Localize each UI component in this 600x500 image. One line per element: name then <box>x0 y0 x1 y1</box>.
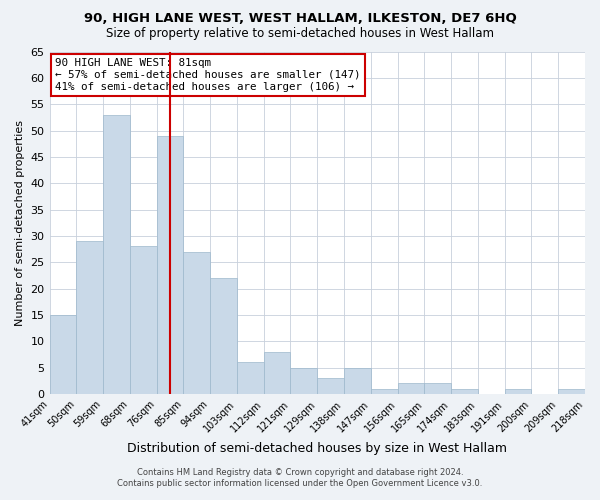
Bar <box>76 241 103 394</box>
Bar <box>451 388 478 394</box>
Bar <box>184 252 210 394</box>
Text: Contains HM Land Registry data © Crown copyright and database right 2024.
Contai: Contains HM Land Registry data © Crown c… <box>118 468 482 487</box>
Bar <box>210 278 237 394</box>
Bar <box>505 388 532 394</box>
Bar <box>344 368 371 394</box>
Bar <box>130 246 157 394</box>
Bar <box>371 388 398 394</box>
Bar <box>424 384 451 394</box>
Bar <box>103 114 130 394</box>
Bar <box>398 384 424 394</box>
Text: 90, HIGH LANE WEST, WEST HALLAM, ILKESTON, DE7 6HQ: 90, HIGH LANE WEST, WEST HALLAM, ILKESTO… <box>83 12 517 26</box>
Text: 90 HIGH LANE WEST: 81sqm
← 57% of semi-detached houses are smaller (147)
41% of : 90 HIGH LANE WEST: 81sqm ← 57% of semi-d… <box>55 58 361 92</box>
X-axis label: Distribution of semi-detached houses by size in West Hallam: Distribution of semi-detached houses by … <box>127 442 507 455</box>
Y-axis label: Number of semi-detached properties: Number of semi-detached properties <box>15 120 25 326</box>
Bar <box>558 388 585 394</box>
Text: Size of property relative to semi-detached houses in West Hallam: Size of property relative to semi-detach… <box>106 28 494 40</box>
Bar <box>317 378 344 394</box>
Bar <box>290 368 317 394</box>
Bar <box>50 315 76 394</box>
Bar <box>264 352 290 394</box>
Bar <box>157 136 184 394</box>
Bar <box>237 362 264 394</box>
